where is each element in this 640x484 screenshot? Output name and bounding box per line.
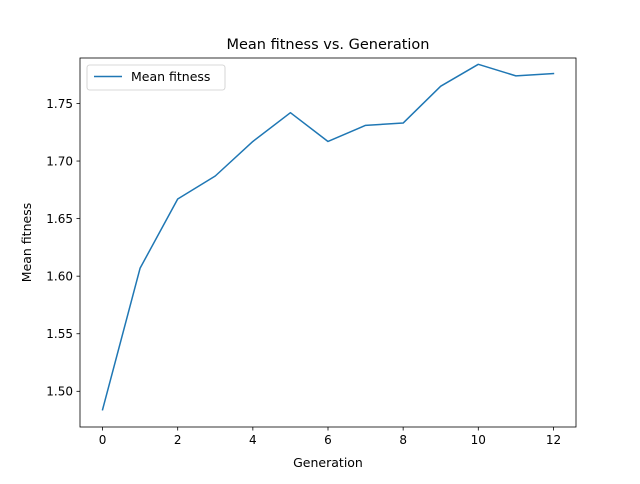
x-tick-label: 6 [324, 433, 332, 447]
y-tick-label: 1.65 [46, 212, 73, 226]
x-tick-label: 8 [399, 433, 407, 447]
y-tick-label: 1.50 [46, 385, 73, 399]
x-tick-label: 12 [546, 433, 561, 447]
legend: Mean fitness [87, 65, 225, 90]
x-tick-label: 2 [174, 433, 182, 447]
x-axis-label: Generation [293, 455, 363, 470]
y-tick-label: 1.75 [46, 97, 73, 111]
y-tick-label: 1.60 [46, 269, 73, 283]
x-tick-label: 10 [471, 433, 486, 447]
x-tick-label: 0 [99, 433, 107, 447]
y-tick-label: 1.70 [46, 154, 73, 168]
y-axis-label: Mean fitness [19, 203, 34, 282]
y-tick-label: 1.55 [46, 327, 73, 341]
chart-title: Mean fitness vs. Generation [226, 37, 429, 53]
x-tick-label: 4 [249, 433, 257, 447]
legend-label-mean-fitness: Mean fitness [131, 69, 210, 84]
